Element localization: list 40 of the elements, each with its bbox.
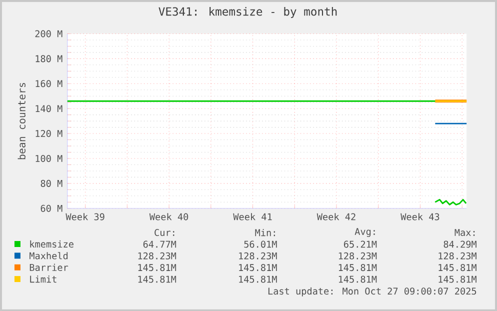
y-tick-label: 100 M (36, 154, 62, 162)
text: Min: (255, 228, 275, 236)
text: 145.81M (239, 264, 277, 271)
y-tick-label: 60 M (40, 204, 62, 212)
text: Max: (454, 228, 475, 236)
text: 128.23M (239, 252, 277, 260)
text: 84.29M (444, 240, 476, 248)
text: 145.81M (138, 276, 176, 283)
text: 64.77M (143, 240, 176, 248)
text: 128.23M (338, 252, 377, 260)
text: 65.21M (344, 240, 377, 248)
text: 145.81M (239, 276, 277, 283)
y-axis-title: bean counters (18, 82, 26, 159)
y-tick-label: 80 M (40, 180, 62, 187)
y-tick-label: 120 M (36, 130, 62, 137)
x-tick-label: Week 39 (66, 212, 104, 220)
text: 145.81M (438, 276, 476, 283)
text: 145.81M (138, 264, 176, 271)
text: 145.81M (338, 276, 377, 283)
text: 145.81M (438, 264, 476, 271)
legend-label: Barrier (30, 264, 68, 271)
y-tick-label: 160 M (36, 80, 62, 87)
text: Avg: (354, 228, 375, 237)
text: 56.01M (244, 240, 277, 248)
y-tick-label: 140 M (36, 104, 62, 112)
y-tick-label: 180 M (36, 54, 62, 62)
y-tick-label: 200 M (35, 30, 62, 38)
text: Last update: Mon Oct 27 09:00:07 2025 (268, 287, 476, 296)
text: Cur: (154, 228, 174, 236)
x-tick-label: Week 40 (149, 212, 188, 220)
legend-label: kmemsize (30, 240, 74, 248)
chart-title: VE341: kmemsize - by month (158, 6, 337, 18)
x-tick-label: Week 41 (233, 212, 272, 220)
x-tick-label: Week 42 (316, 212, 356, 220)
legend-label: Maxheld (30, 252, 68, 260)
x-tick-label: Week 43 (400, 212, 440, 220)
legend-label: Limit (30, 275, 56, 282)
text: 128.23M (438, 252, 476, 260)
text: 145.81M (338, 264, 377, 271)
text: 128.23M (138, 252, 176, 260)
